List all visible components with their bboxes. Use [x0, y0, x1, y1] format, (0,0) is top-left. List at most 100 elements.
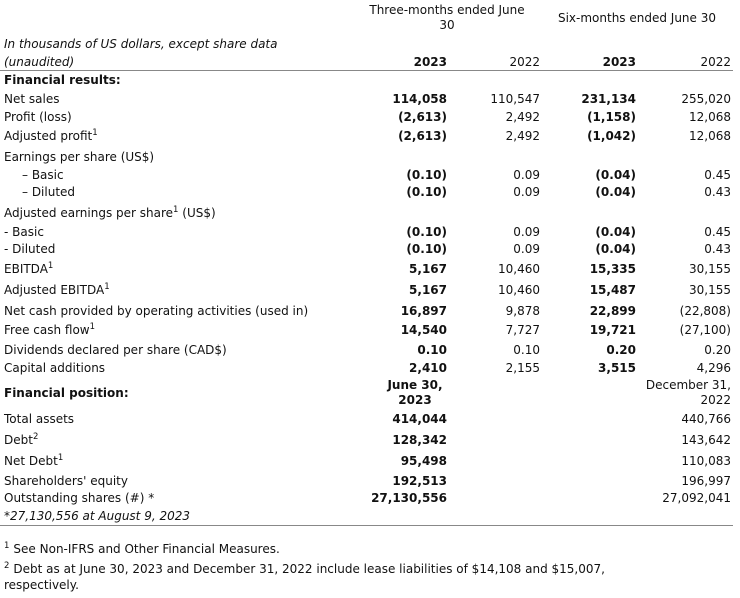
row-label: Adjusted profit1	[4, 128, 98, 143]
cell-value: 2,492	[506, 129, 540, 143]
cell-value: 30,155	[689, 262, 731, 276]
cell-value: 0.20	[606, 343, 636, 357]
text-part: Adjusted profit	[4, 129, 93, 143]
superscript: 1	[104, 282, 109, 292]
cell-value: 231,134	[581, 92, 636, 106]
cell-value: (1,158)	[587, 110, 636, 124]
text-part: Net Debt	[4, 454, 58, 468]
section-heading: Financial results:	[4, 73, 121, 87]
cell-value: 19,721	[590, 323, 636, 337]
footnote: 2 Debt as at June 30, 2023 and December 3…	[4, 561, 605, 576]
column-group-header: Three-months ended June	[368, 3, 524, 17]
cell-value: 0.43	[704, 242, 731, 256]
column-group-header: Six-months ended June 30	[558, 11, 716, 25]
row-label: - Diluted	[4, 242, 55, 256]
row-label: Total assets	[3, 412, 74, 426]
row-label: Adjusted earnings per share1 (US$)	[4, 205, 216, 220]
row-label: Debt2	[4, 432, 38, 447]
section-heading: Financial position:	[4, 386, 129, 400]
cell-value: (27,100)	[680, 323, 731, 337]
year-header: 2022	[509, 55, 540, 69]
row-label: - Basic	[4, 225, 44, 239]
text-part: Free cash flow	[4, 323, 90, 337]
superscript: 1	[92, 128, 97, 138]
cell-value: 14,540	[401, 323, 447, 337]
cell-value: 143,642	[681, 433, 731, 447]
row-label: – Basic	[22, 168, 64, 182]
cell-value: 0.20	[704, 343, 731, 357]
row-label: Profit (loss)	[4, 110, 72, 124]
cell-value: 22,899	[590, 304, 636, 318]
cell-value: 0.43	[704, 185, 731, 199]
superscript: 2	[4, 561, 9, 571]
cell-value: 192,513	[392, 474, 447, 488]
cell-value: 0.10	[513, 343, 540, 357]
column-header: 2023	[398, 393, 431, 407]
cell-value: 0.10	[417, 343, 447, 357]
cell-value: 0.09	[513, 185, 540, 199]
cell-value: 5,167	[409, 283, 447, 297]
row-label: Shareholders' equity	[4, 474, 128, 488]
cell-value: 0.09	[513, 168, 540, 182]
cell-value: 27,092,041	[662, 491, 731, 505]
cell-value: (0.10)	[406, 168, 447, 182]
cell-value: 10,460	[498, 283, 540, 297]
column-group-header: 30	[439, 18, 454, 32]
year-header: 2023	[603, 55, 636, 69]
text-part: Adjusted earnings per share	[4, 206, 173, 220]
superscript: 1	[173, 205, 178, 215]
cell-value: 10,460	[498, 262, 540, 276]
cell-value: 4,296	[697, 361, 731, 375]
cell-value: 2,492	[506, 110, 540, 124]
cell-value: (0.10)	[406, 242, 447, 256]
row-label: Net Debt1	[4, 453, 63, 468]
row-label: Adjusted EBITDA1	[4, 282, 110, 297]
footnote: 1 See Non-IFRS and Other Financial Measur…	[4, 541, 280, 556]
superscript: 1	[90, 322, 95, 332]
cell-value: 0.09	[513, 225, 540, 239]
cell-value: (0.04)	[595, 242, 636, 256]
cell-value: 2,155	[506, 361, 540, 375]
cell-value: 128,342	[392, 433, 447, 447]
cell-value: 0.09	[513, 242, 540, 256]
cell-value: 9,878	[506, 304, 540, 318]
cell-value: 440,766	[681, 412, 731, 426]
superscript: 1	[48, 261, 53, 271]
text-part: EBITDA	[4, 262, 49, 276]
cell-value: 3,515	[598, 361, 636, 375]
cell-value: 15,335	[590, 262, 636, 276]
row-label: Net sales	[4, 92, 59, 106]
text-part: Debt as at June 30, 2023 and December 31…	[13, 562, 605, 576]
cell-value: 30,155	[689, 283, 731, 297]
cell-value: 255,020	[681, 92, 731, 106]
cell-value: (0.04)	[595, 225, 636, 239]
cell-value: (0.10)	[406, 225, 447, 239]
row-label: Outstanding shares (#) *	[4, 491, 154, 505]
intro-text: In thousands of US dollars, except share…	[4, 37, 277, 51]
superscript: 1	[4, 541, 9, 551]
cell-value: 16,897	[401, 304, 447, 318]
cell-value: 0.45	[704, 225, 731, 239]
row-label: – Diluted	[22, 185, 75, 199]
intro-text: (unaudited)	[4, 55, 74, 69]
cell-value: (1,042)	[587, 129, 636, 143]
cell-value: 2,410	[409, 361, 447, 375]
table-note: *27,130,556 at August 9, 2023	[4, 509, 190, 523]
text-part: See Non-IFRS and Other Financial Measure…	[13, 542, 279, 556]
row-label: EBITDA1	[4, 261, 53, 276]
cell-value: (2,613)	[398, 129, 447, 143]
superscript: 1	[58, 453, 63, 463]
cell-value: 12,068	[689, 129, 731, 143]
cell-value: 27,130,556	[371, 491, 447, 505]
text-part: (US$)	[178, 206, 215, 220]
text-part: Adjusted EBITDA	[4, 283, 105, 297]
cell-value: (22,808)	[680, 304, 731, 318]
column-header: June 30,	[386, 378, 442, 392]
cell-value: 12,068	[689, 110, 731, 124]
superscript: 2	[33, 432, 38, 442]
cell-value: 15,487	[590, 283, 636, 297]
row-label: Free cash flow1	[4, 322, 95, 337]
cell-value: 110,083	[681, 454, 731, 468]
row-label: Capital additions	[4, 361, 105, 375]
column-header: 2022	[700, 393, 731, 407]
